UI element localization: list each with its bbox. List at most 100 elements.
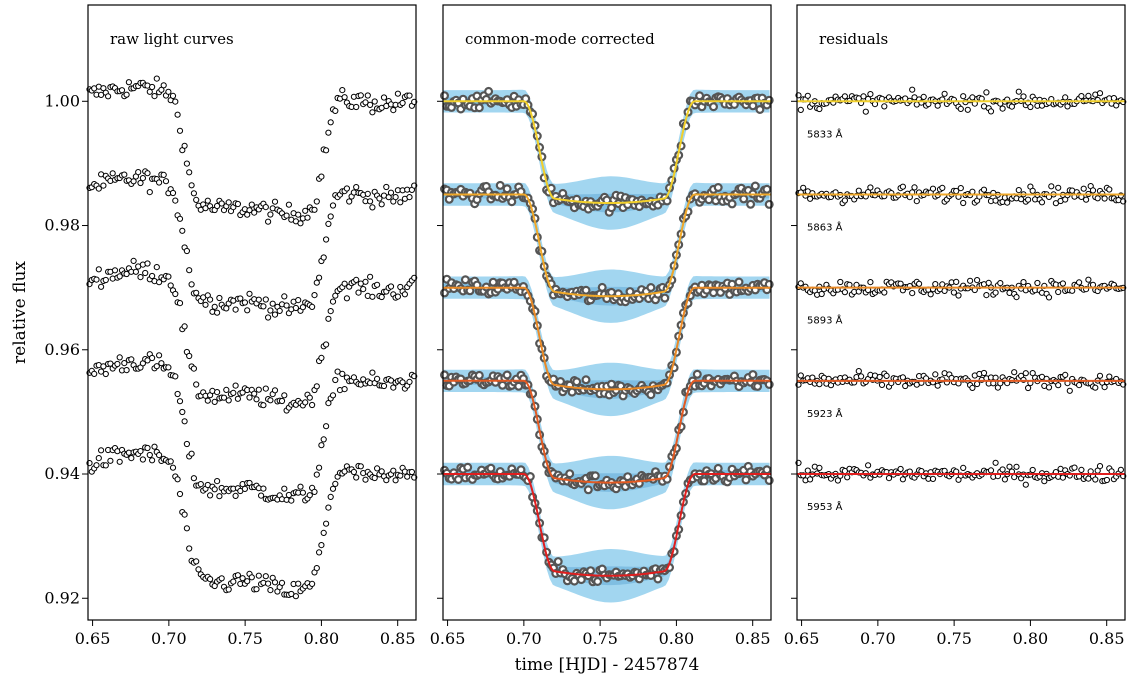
data-point xyxy=(190,475,197,482)
data-point xyxy=(237,295,244,302)
data-point xyxy=(318,173,325,180)
data-point xyxy=(218,200,225,207)
data-point xyxy=(586,566,596,576)
data-point xyxy=(313,198,320,205)
data-point xyxy=(146,451,153,459)
panel-title-raw: raw light curves xyxy=(110,30,234,48)
data-point xyxy=(125,79,132,86)
data-point xyxy=(225,397,232,404)
data-point xyxy=(387,189,395,196)
data-point xyxy=(343,295,350,302)
data-point xyxy=(251,209,258,216)
data-point xyxy=(253,586,260,593)
data-point xyxy=(383,183,390,191)
data-point xyxy=(260,402,267,409)
data-point xyxy=(704,195,714,205)
data-point xyxy=(1062,371,1069,378)
data-point xyxy=(183,160,190,167)
data-point xyxy=(867,184,874,191)
data-point xyxy=(734,277,744,287)
data-point xyxy=(214,202,221,210)
data-point xyxy=(841,289,849,296)
data-point xyxy=(484,86,494,96)
data-point xyxy=(137,179,144,187)
data-point xyxy=(392,194,399,201)
transit-model-line xyxy=(443,286,771,391)
data-point xyxy=(118,87,126,94)
data-point xyxy=(262,296,269,303)
data-point xyxy=(116,354,123,361)
data-point xyxy=(929,185,937,192)
x-tick-label: 0.65 xyxy=(784,629,820,648)
data-point xyxy=(355,289,362,296)
data-point xyxy=(941,90,948,97)
data-point xyxy=(1025,384,1032,392)
data-point xyxy=(281,293,288,300)
data-point xyxy=(265,314,272,321)
data-point xyxy=(1066,387,1073,394)
data-point xyxy=(960,464,967,471)
data-point xyxy=(186,352,193,360)
x-tick-label: 0.75 xyxy=(582,629,618,648)
data-point xyxy=(204,397,211,404)
data-point xyxy=(804,92,811,99)
data-point xyxy=(193,196,200,203)
data-point xyxy=(380,94,388,101)
data-point xyxy=(230,578,237,585)
data-point xyxy=(156,179,163,186)
data-point xyxy=(408,468,415,476)
data-point xyxy=(369,109,376,116)
data-point xyxy=(271,311,279,318)
data-point xyxy=(169,464,177,471)
data-point xyxy=(332,480,339,487)
data-point xyxy=(1106,373,1113,380)
data-point xyxy=(367,198,374,205)
data-point xyxy=(980,186,988,193)
panel-cm-ticks: 0.65 0.70 0.75 0.80 0.85 xyxy=(430,100,771,648)
data-point xyxy=(762,465,772,475)
data-point xyxy=(223,386,230,393)
data-point xyxy=(211,303,218,310)
data-point xyxy=(950,289,958,296)
data-point xyxy=(974,380,981,388)
data-point xyxy=(1092,476,1099,483)
data-point xyxy=(193,381,200,388)
data-point xyxy=(911,184,918,191)
data-point xyxy=(739,194,749,204)
data-point xyxy=(216,493,223,500)
data-point xyxy=(816,381,823,388)
data-point xyxy=(255,386,262,393)
data-point xyxy=(181,323,188,330)
data-point xyxy=(100,182,107,189)
data-point xyxy=(102,370,109,378)
data-point xyxy=(498,380,508,390)
data-point xyxy=(855,368,862,375)
data-point xyxy=(313,565,320,572)
data-point xyxy=(288,497,295,504)
data-point xyxy=(190,365,197,372)
transit-model-line xyxy=(443,379,771,484)
data-point xyxy=(299,489,306,496)
data-point xyxy=(992,289,999,296)
data-point xyxy=(1015,187,1022,194)
data-point xyxy=(593,576,603,586)
data-point xyxy=(1029,370,1036,377)
data-point xyxy=(323,520,330,527)
data-point xyxy=(309,303,316,310)
data-point xyxy=(188,281,195,288)
data-point xyxy=(144,260,151,267)
data-point xyxy=(572,377,582,387)
data-point xyxy=(816,464,823,471)
data-point xyxy=(262,385,269,392)
data-point xyxy=(329,392,337,399)
data-point xyxy=(583,485,593,495)
data-point xyxy=(267,211,274,218)
data-point xyxy=(232,306,239,313)
data-point xyxy=(214,478,221,485)
data-point xyxy=(383,477,390,484)
data-point xyxy=(218,575,225,582)
data-point xyxy=(246,207,253,214)
wavelength-label: 5923 Å xyxy=(807,407,843,420)
data-point xyxy=(93,276,100,283)
data-point xyxy=(662,196,672,206)
